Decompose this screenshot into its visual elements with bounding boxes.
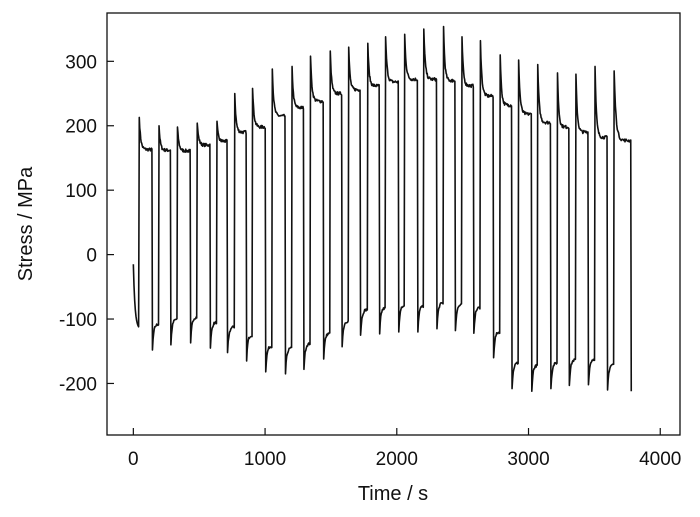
y-tick-label: -100 [59,310,97,331]
y-axis-label: Stress / MPa [15,166,37,281]
stress-series-line [132,25,633,392]
plot-border [106,12,681,436]
y-axis-ticks: -200 -100 0 100 200 300 [59,52,114,395]
series-group [132,25,633,392]
x-tick-label: 2000 [376,449,418,470]
x-axis-ticks: 0 1000 2000 3000 4000 [128,428,681,470]
plot-area [106,12,681,436]
x-tick-label: 4000 [639,449,681,470]
x-axis-label: Time / s [358,483,428,505]
x-tick-label: 1000 [244,449,286,470]
y-tick-label: 200 [65,117,97,138]
y-tick-label: 0 [86,246,97,267]
y-tick-label: 100 [65,181,97,202]
y-tick-label: 300 [65,52,97,73]
y-tick-label: -200 [59,374,97,395]
x-tick-label: 3000 [507,449,549,470]
x-tick-label: 0 [128,449,139,470]
